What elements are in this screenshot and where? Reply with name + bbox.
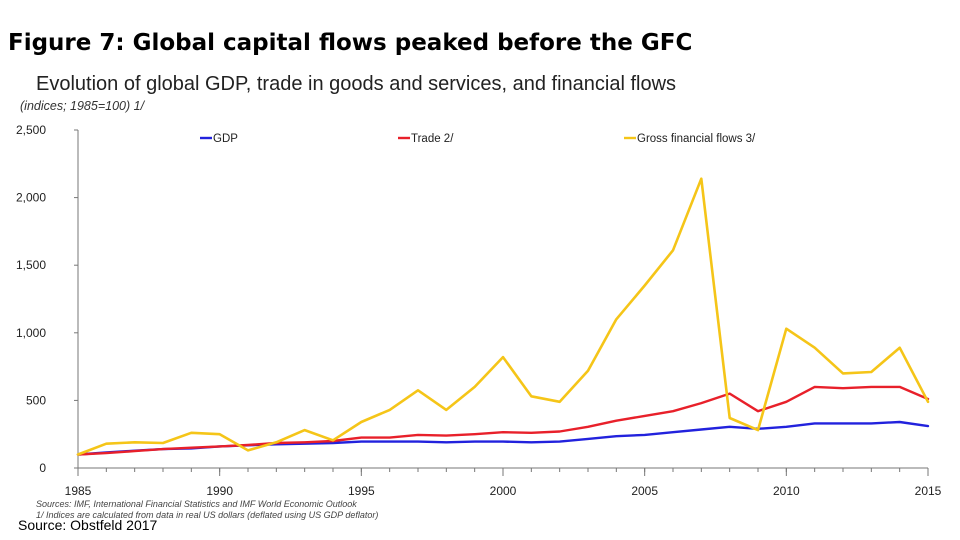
legend-label-gross-financial-flows: Gross financial flows 3/: [637, 133, 756, 145]
x-tick-label: 2005: [631, 484, 658, 498]
chart-subtitle: Evolution of global GDP, trade in goods …: [36, 73, 676, 95]
y-tick-label: 1,000: [16, 326, 46, 340]
chart-units: (indices; 1985=100) 1/: [20, 99, 146, 113]
series-line-gross-financial-flows: [76, 177, 930, 456]
legend: GDP Trade 2/Gross financial flows 3/: [200, 133, 756, 145]
x-tick-label: 2010: [773, 484, 800, 498]
series-line-trade: [76, 385, 930, 456]
series-lines: [76, 177, 930, 456]
y-tick-label: 2,500: [16, 123, 46, 137]
y-tick-label: 2,000: [16, 191, 46, 205]
y-tick-label: 500: [26, 393, 46, 407]
x-tick-label: 2015: [915, 484, 942, 498]
legend-label-trade: Trade 2/: [411, 133, 454, 145]
y-tick-label: 1,500: [16, 258, 46, 272]
series-line-gdp: [76, 420, 930, 456]
footnote-1: 1/ Indices are calculated from data in r…: [36, 510, 378, 520]
x-tick-label: 1995: [348, 484, 375, 498]
y-tick-label: 0: [39, 461, 46, 475]
footnote-sources: Sources: IMF, International Financial St…: [36, 499, 357, 509]
x-tick-label: 2000: [490, 484, 517, 498]
figure-title: Figure 7: Global capital flows peaked be…: [8, 30, 693, 56]
legend-label-gdp: GDP: [213, 133, 238, 145]
axes: 0 500 1,000 1,500 2,000 2,500 1985 1990 1995 2000…: [16, 123, 942, 498]
source-credit: Source: Obstfeld 2017: [18, 517, 158, 533]
x-tick-label: 1990: [206, 484, 233, 498]
x-tick-label: 1985: [65, 484, 92, 498]
